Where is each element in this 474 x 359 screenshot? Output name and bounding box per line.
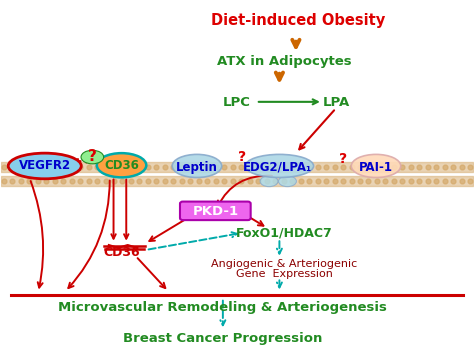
Text: PKD-1: PKD-1: [193, 205, 239, 218]
Text: CD36: CD36: [104, 159, 139, 172]
Ellipse shape: [81, 150, 104, 164]
Text: ?: ?: [237, 150, 246, 164]
Text: LPA: LPA: [322, 97, 350, 109]
Ellipse shape: [172, 154, 222, 178]
Text: FoxO1/HDAC7: FoxO1/HDAC7: [236, 227, 332, 239]
Ellipse shape: [8, 153, 81, 179]
Text: Breast Cancer Progression: Breast Cancer Progression: [123, 331, 322, 345]
Text: Leptin: Leptin: [176, 160, 218, 173]
Text: Angiogenic & Arteriogenic: Angiogenic & Arteriogenic: [211, 259, 357, 269]
Text: PAI-1: PAI-1: [359, 160, 393, 173]
Text: Diet-induced Obesity: Diet-induced Obesity: [211, 14, 385, 28]
Ellipse shape: [97, 153, 146, 177]
Text: Microvascular Remodeling & Arteriogenesis: Microvascular Remodeling & Arteriogenesi…: [58, 301, 387, 314]
Text: ?: ?: [88, 149, 97, 164]
Text: Gene  Expression: Gene Expression: [236, 269, 333, 279]
Text: LPC: LPC: [223, 97, 251, 109]
Ellipse shape: [260, 176, 278, 187]
Text: VEGFR2: VEGFR2: [18, 159, 71, 172]
Text: EDG2/LPA₁: EDG2/LPA₁: [243, 160, 311, 173]
Text: CD36: CD36: [103, 246, 140, 259]
Text: ?: ?: [339, 152, 347, 166]
Ellipse shape: [245, 154, 314, 178]
Text: ATX in Adipocytes: ATX in Adipocytes: [217, 55, 351, 69]
Ellipse shape: [278, 176, 296, 187]
FancyBboxPatch shape: [180, 202, 251, 220]
Ellipse shape: [351, 154, 401, 178]
